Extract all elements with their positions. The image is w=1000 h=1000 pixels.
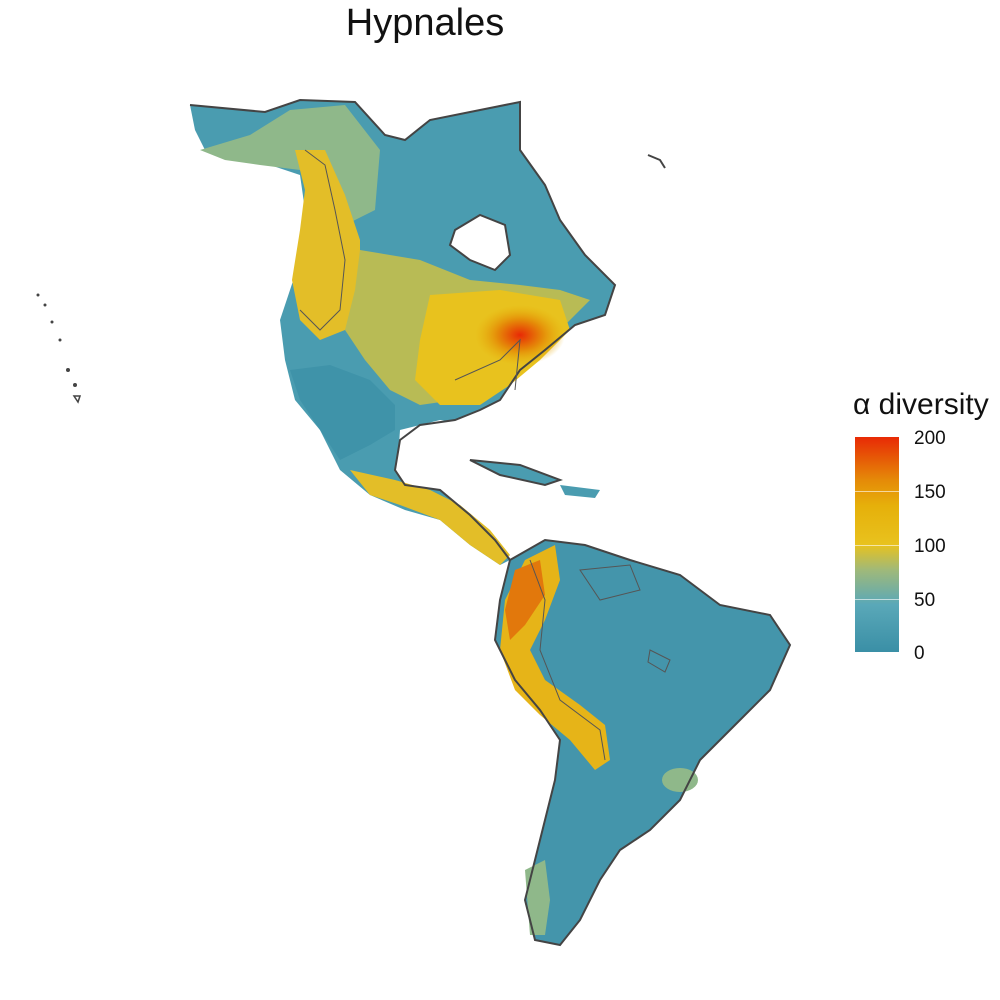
cuba bbox=[470, 460, 560, 485]
legend-tickmark bbox=[855, 545, 899, 546]
gulf-of-mexico bbox=[398, 420, 495, 480]
west-cordillera bbox=[292, 150, 360, 340]
map-title: Hypnales bbox=[345, 2, 505, 44]
legend-tick-50: 50 bbox=[914, 590, 936, 611]
southern-chile bbox=[525, 860, 550, 935]
legend-tickmark bbox=[855, 491, 899, 492]
hawaii-islands bbox=[36, 293, 82, 404]
northeast-hotspot bbox=[475, 305, 565, 365]
legend-tick-0: 0 bbox=[914, 643, 925, 664]
legend-title: α diversity bbox=[853, 388, 989, 421]
legend-tick-100: 100 bbox=[914, 536, 946, 557]
south-america-landmass bbox=[495, 540, 790, 945]
southwest-desert bbox=[290, 365, 395, 460]
coastline-outlines bbox=[189, 98, 792, 947]
legend-tick-200: 200 bbox=[914, 428, 946, 449]
andes-hotspot bbox=[505, 560, 545, 640]
hispaniola bbox=[560, 485, 600, 498]
legend-tick-150: 150 bbox=[914, 482, 946, 503]
ecoregion-outlines bbox=[299, 149, 671, 761]
atlantic-forest bbox=[662, 768, 698, 792]
central-america bbox=[350, 470, 510, 565]
legend-colorbar bbox=[855, 437, 899, 652]
legend-tickmark bbox=[855, 599, 899, 600]
